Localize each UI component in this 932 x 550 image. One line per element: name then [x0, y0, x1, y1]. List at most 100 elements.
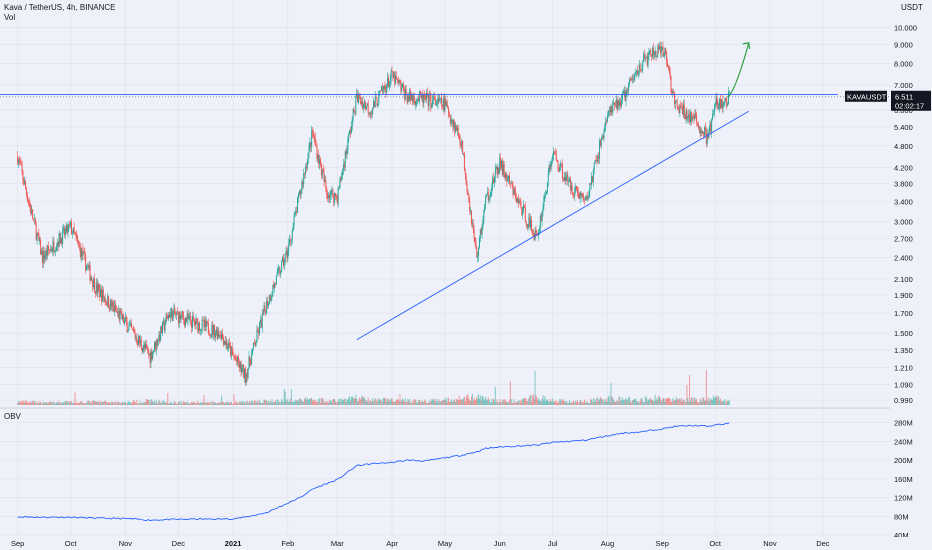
volume-bar — [350, 396, 352, 405]
obv-label[interactable]: OBV — [4, 412, 21, 421]
time-axis[interactable]: Sep Oct Nov Dec 2021 Feb Mar Apr May Jun Jul Aug Sep… — [0, 537, 932, 550]
obv-tick-label: 120M — [894, 494, 913, 503]
candle-body — [623, 90, 625, 92]
volume-bar — [437, 402, 439, 405]
candle-body — [537, 234, 539, 236]
candle-body — [682, 107, 684, 115]
volume-bar — [295, 399, 297, 405]
volume-bar — [395, 401, 397, 405]
candle-body — [540, 216, 542, 221]
volume-bar — [671, 401, 673, 405]
volume-bar — [714, 397, 716, 405]
volume-bar — [108, 402, 110, 405]
candle-body — [74, 232, 76, 235]
candle-body — [390, 70, 392, 79]
candle-body — [376, 97, 378, 107]
volume-bar — [467, 394, 469, 405]
candle-body — [604, 126, 606, 132]
volume-bar — [391, 398, 393, 405]
candle-body — [544, 196, 546, 197]
candle-body — [282, 257, 284, 262]
candle-body — [268, 295, 270, 304]
candle-body — [695, 113, 697, 116]
volume-bar — [429, 401, 431, 405]
volume-bar — [60, 402, 62, 405]
candle-body — [195, 318, 197, 325]
candle-body — [479, 229, 481, 238]
candle-body — [509, 183, 511, 184]
volume-bar — [187, 402, 189, 405]
volume-bar — [528, 398, 530, 405]
volume-bar — [233, 394, 235, 405]
candle-body — [499, 157, 501, 173]
candle-body — [258, 331, 260, 335]
volume-bar — [284, 391, 286, 405]
volume-bar — [451, 401, 453, 405]
volume-bar — [206, 402, 208, 405]
price-tick-label: 3.800 — [894, 179, 913, 188]
price-axis[interactable]: 10.0009.0008.0007.0006.0005.4004.8004.20… — [890, 0, 932, 550]
candle-body — [662, 46, 664, 57]
volume-bar — [629, 401, 631, 405]
trendline[interactable] — [356, 110, 749, 341]
volume-bar — [121, 402, 123, 405]
volume-bar — [425, 400, 427, 405]
candle-body — [517, 198, 519, 204]
candle-body — [396, 78, 398, 81]
candle-body — [116, 310, 118, 312]
candle-body — [721, 99, 723, 109]
symbol-title[interactable]: Kava / TetherUS, 4h, BINANCE — [4, 3, 116, 12]
candle-body — [542, 206, 544, 212]
obv-tick-label: 280M — [894, 419, 913, 428]
volume-bar — [175, 401, 177, 405]
candle-body — [659, 46, 661, 50]
candle-body — [568, 179, 570, 182]
candle-body — [364, 101, 366, 105]
candle-body — [112, 302, 114, 307]
volume-bar — [709, 397, 711, 405]
candle-body — [169, 312, 171, 318]
candle-body — [522, 211, 524, 216]
candle-body — [657, 46, 659, 57]
candle-body — [327, 193, 329, 199]
volume-bar — [263, 399, 265, 405]
volume-bar — [193, 401, 195, 405]
candle-body — [300, 190, 302, 195]
volume-bar — [606, 398, 608, 405]
projection-arrow[interactable] — [727, 42, 751, 98]
candle-body — [367, 103, 369, 113]
candle-body — [681, 107, 683, 108]
volume-bar — [106, 402, 108, 405]
candle-body — [292, 225, 294, 231]
volume-bar — [458, 395, 460, 405]
volume-bar — [393, 401, 395, 405]
volume-bar — [133, 400, 135, 405]
candle-body — [147, 349, 149, 355]
volume-bar — [384, 397, 386, 405]
time-tick-label: Nov — [763, 539, 777, 548]
candle-body — [382, 88, 384, 92]
candle-body — [418, 98, 420, 102]
candle-body — [234, 357, 236, 359]
candle-body — [614, 105, 616, 106]
candle-body — [559, 167, 561, 172]
volume-bar — [191, 401, 193, 405]
candle-body — [638, 64, 640, 72]
volume-bar — [378, 398, 380, 405]
volume-bar — [147, 399, 149, 405]
volume-bar — [345, 402, 347, 405]
volume-bar — [19, 401, 21, 405]
volume-bar — [25, 400, 27, 405]
volume-bar — [346, 399, 348, 405]
volume-bar — [426, 403, 428, 405]
volume-label[interactable]: Vol — [4, 13, 16, 22]
volume-bar — [501, 403, 503, 405]
volume-bar — [661, 399, 663, 405]
candle-body — [704, 127, 706, 132]
volume-bar — [381, 401, 383, 405]
candle-body — [256, 330, 258, 343]
candle-body — [169, 314, 171, 318]
candle-body — [455, 125, 457, 132]
